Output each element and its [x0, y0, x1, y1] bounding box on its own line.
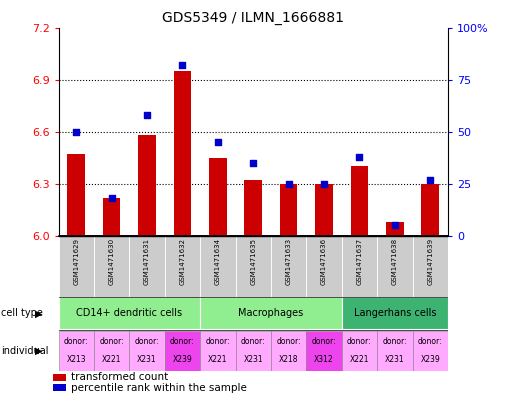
Text: X221: X221: [208, 355, 228, 364]
Point: [320, 181, 328, 187]
Bar: [138, 135, 156, 236]
Bar: [209, 158, 227, 236]
Bar: [271, 236, 306, 297]
Text: donor:: donor:: [382, 337, 407, 346]
Bar: [315, 184, 333, 236]
Text: X218: X218: [279, 355, 298, 364]
Text: X239: X239: [420, 355, 440, 364]
Text: GSM1471635: GSM1471635: [250, 238, 256, 285]
Bar: [103, 198, 121, 236]
Text: GSM1471633: GSM1471633: [286, 238, 292, 285]
Point: [214, 139, 222, 145]
Bar: [94, 236, 129, 297]
Text: donor:: donor:: [241, 337, 266, 346]
Bar: [200, 331, 236, 371]
Text: donor:: donor:: [170, 337, 195, 346]
Point: [391, 222, 399, 229]
Bar: [244, 180, 262, 236]
Text: GSM1471630: GSM1471630: [108, 238, 115, 285]
Bar: [174, 71, 191, 236]
Bar: [236, 236, 271, 297]
Bar: [67, 154, 85, 236]
Text: X231: X231: [385, 355, 405, 364]
Bar: [377, 236, 412, 297]
Bar: [280, 184, 297, 236]
Point: [355, 154, 363, 160]
Text: cell type: cell type: [1, 309, 43, 318]
Text: donor:: donor:: [99, 337, 124, 346]
Bar: [306, 236, 342, 297]
Text: GSM1471637: GSM1471637: [356, 238, 362, 285]
Point: [143, 112, 151, 118]
Text: X231: X231: [243, 355, 263, 364]
Point: [285, 181, 293, 187]
Text: donor:: donor:: [418, 337, 442, 346]
Bar: [200, 236, 236, 297]
Bar: [421, 184, 439, 236]
Bar: [412, 331, 448, 371]
Bar: [342, 298, 448, 329]
Text: X221: X221: [102, 355, 121, 364]
Point: [249, 160, 257, 166]
Text: Macrophages: Macrophages: [238, 309, 303, 318]
Text: GSM1471631: GSM1471631: [144, 238, 150, 285]
Text: individual: individual: [1, 346, 48, 356]
Text: Langerhans cells: Langerhans cells: [354, 309, 436, 318]
Text: GSM1471639: GSM1471639: [427, 238, 433, 285]
Bar: [165, 331, 200, 371]
Bar: [351, 166, 369, 236]
Text: ▶: ▶: [35, 309, 42, 318]
Bar: [53, 384, 66, 391]
Text: donor:: donor:: [312, 337, 336, 346]
Bar: [59, 298, 200, 329]
Bar: [53, 373, 66, 381]
Bar: [271, 331, 306, 371]
Bar: [377, 331, 412, 371]
Text: X213: X213: [66, 355, 86, 364]
Point: [178, 62, 186, 68]
Bar: [342, 236, 377, 297]
Text: X239: X239: [173, 355, 192, 364]
Bar: [59, 236, 94, 297]
Text: GSM1471632: GSM1471632: [180, 238, 185, 285]
Text: donor:: donor:: [276, 337, 301, 346]
Text: donor:: donor:: [135, 337, 159, 346]
Bar: [342, 331, 377, 371]
Point: [107, 195, 116, 202]
Bar: [200, 298, 342, 329]
Bar: [306, 331, 342, 371]
Bar: [59, 331, 94, 371]
Text: X231: X231: [137, 355, 157, 364]
Text: donor:: donor:: [206, 337, 230, 346]
Point: [72, 129, 80, 135]
Text: ▶: ▶: [35, 346, 42, 356]
Text: GSM1471629: GSM1471629: [73, 238, 79, 285]
Bar: [94, 331, 129, 371]
Point: [426, 176, 434, 183]
Bar: [129, 331, 165, 371]
Text: X221: X221: [350, 355, 369, 364]
Text: donor:: donor:: [347, 337, 372, 346]
Bar: [386, 222, 404, 236]
Text: CD14+ dendritic cells: CD14+ dendritic cells: [76, 309, 182, 318]
Text: transformed count: transformed count: [71, 373, 168, 382]
Bar: [412, 236, 448, 297]
Bar: [165, 236, 200, 297]
Text: GSM1471634: GSM1471634: [215, 238, 221, 285]
Text: donor:: donor:: [64, 337, 89, 346]
Text: GSM1471636: GSM1471636: [321, 238, 327, 285]
Bar: [236, 331, 271, 371]
Text: GSM1471638: GSM1471638: [392, 238, 398, 285]
Text: X312: X312: [314, 355, 334, 364]
Title: GDS5349 / ILMN_1666881: GDS5349 / ILMN_1666881: [162, 11, 344, 25]
Bar: [129, 236, 165, 297]
Text: percentile rank within the sample: percentile rank within the sample: [71, 383, 247, 393]
